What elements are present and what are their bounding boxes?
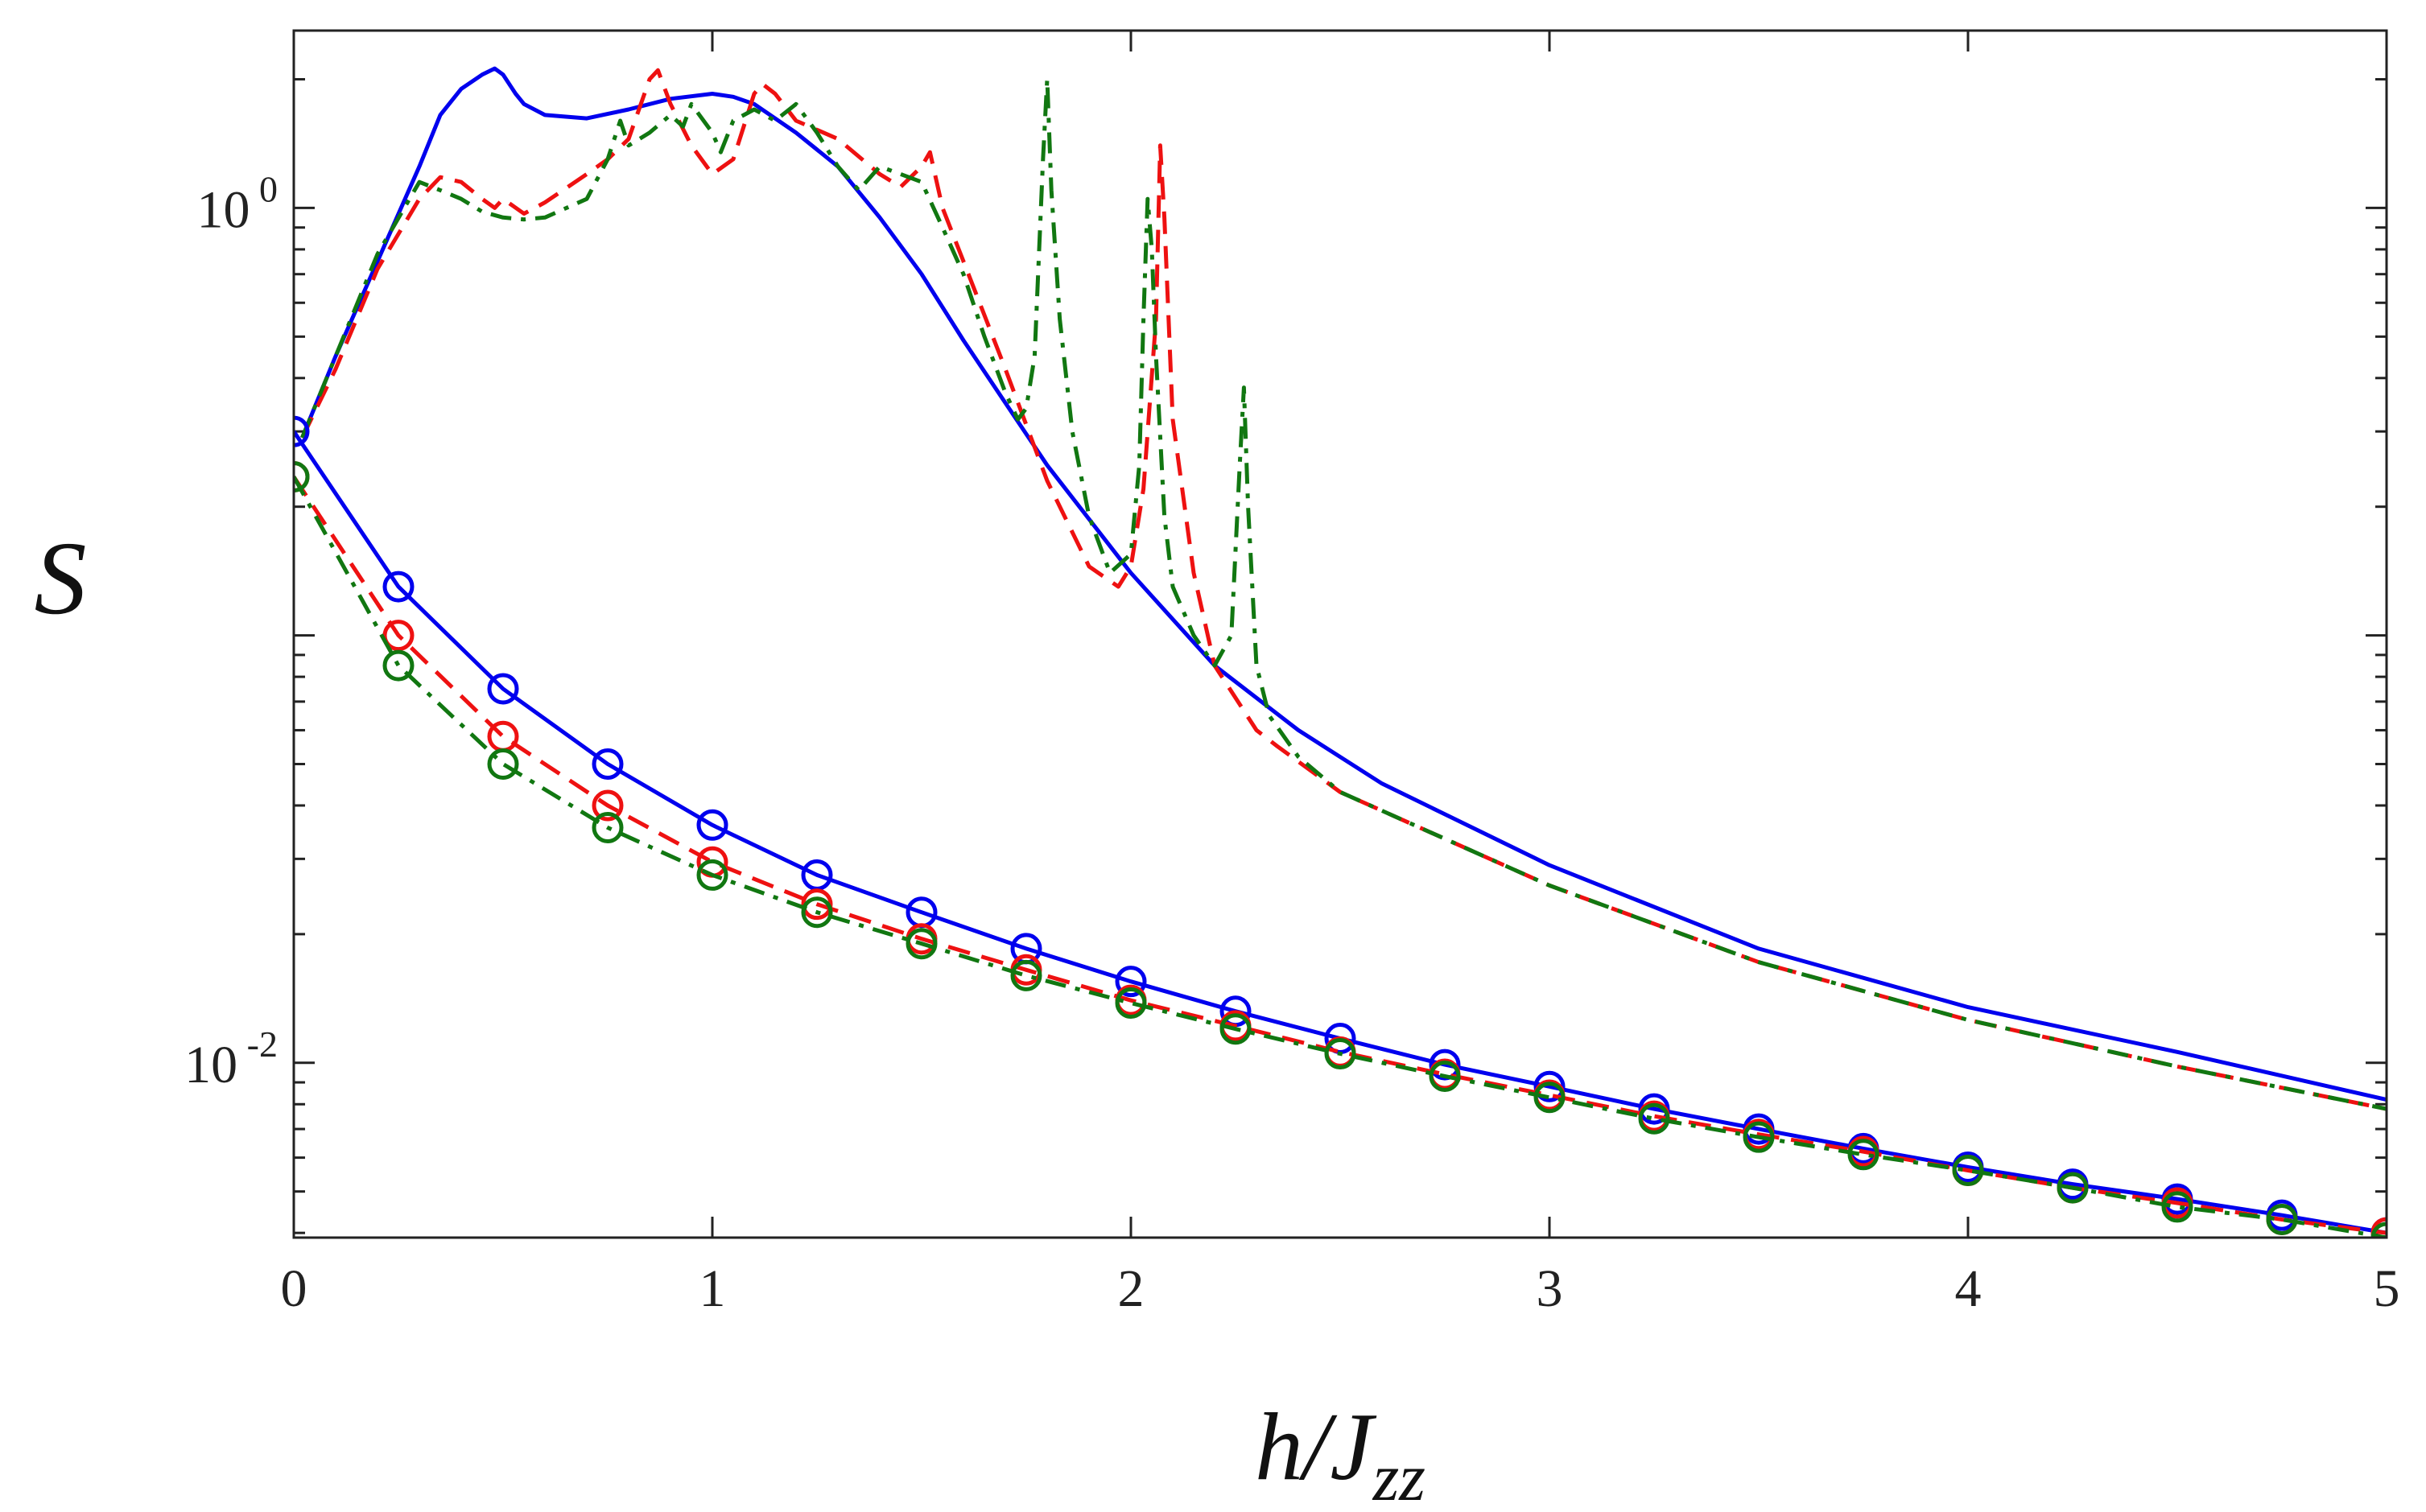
data-point-marker	[1429, 1061, 1461, 1093]
y-tick-label: 10 0	[197, 168, 278, 239]
data-point-marker	[382, 649, 415, 682]
x-tick-label: 1	[699, 1259, 726, 1318]
data-point-marker	[1115, 966, 1147, 998]
data-point-marker	[801, 896, 833, 929]
data-point-marker	[294, 461, 310, 492]
plot-frame	[292, 29, 2388, 1239]
data-point-marker	[1952, 1155, 1984, 1187]
series-blue-solid-upper	[300, 66, 2387, 1102]
data-point-marker	[1533, 1070, 1566, 1102]
data-point-marker	[382, 571, 415, 603]
x-tick-label: 5	[2374, 1259, 2400, 1318]
data-point-marker	[906, 928, 938, 960]
data-point-marker	[592, 812, 624, 844]
series-line	[300, 68, 2387, 1111]
data-point-marker	[696, 809, 728, 841]
y-axis-label: S	[35, 521, 87, 637]
data-point-marker	[1638, 1102, 1670, 1135]
data-point-marker	[294, 415, 310, 447]
x-tick-label: 4	[1955, 1259, 1982, 1318]
data-point-marker	[2266, 1203, 2298, 1235]
data-point-marker	[1429, 1049, 1461, 1081]
series-red-dashed-upper	[300, 68, 2387, 1111]
data-point-marker	[1847, 1139, 1879, 1171]
series-group	[294, 66, 2387, 1238]
series-line	[294, 476, 2387, 1238]
axis-labels: h/Jzz S	[35, 521, 1426, 1512]
data-point-marker	[1324, 1038, 1356, 1070]
x-tick-label: 3	[1537, 1259, 1563, 1318]
series-line	[294, 476, 2387, 1235]
x-tick-label: 0	[281, 1259, 307, 1318]
series-line	[300, 77, 2387, 1111]
x-axis-label: h/Jzz	[1255, 1393, 1425, 1512]
y-tick-label: 10 -2	[184, 1024, 278, 1094]
data-point-marker	[1533, 1081, 1566, 1114]
tick-labels: 0 1 2 3 4 5 10 -2 10 0	[184, 168, 2399, 1318]
series-green-dashdot-upper	[300, 77, 2387, 1111]
x-tick-label: 2	[1118, 1259, 1145, 1318]
series-line	[300, 66, 2387, 1102]
data-point-marker	[592, 789, 624, 822]
data-point-marker	[382, 620, 415, 652]
series-green-dashdot-circles-lower	[294, 461, 2387, 1238]
data-point-marker	[592, 748, 624, 781]
data-point-marker	[1010, 959, 1042, 991]
data-point-marker	[487, 748, 519, 781]
data-point-marker	[1115, 987, 1147, 1019]
data-point-marker	[696, 859, 728, 891]
data-point-marker	[1743, 1121, 1775, 1153]
data-point-marker	[1219, 1013, 1252, 1045]
data-point-marker	[487, 673, 519, 705]
data-point-marker	[2057, 1172, 2089, 1204]
data-point-marker	[801, 888, 833, 921]
data-point-marker	[2161, 1191, 2193, 1223]
